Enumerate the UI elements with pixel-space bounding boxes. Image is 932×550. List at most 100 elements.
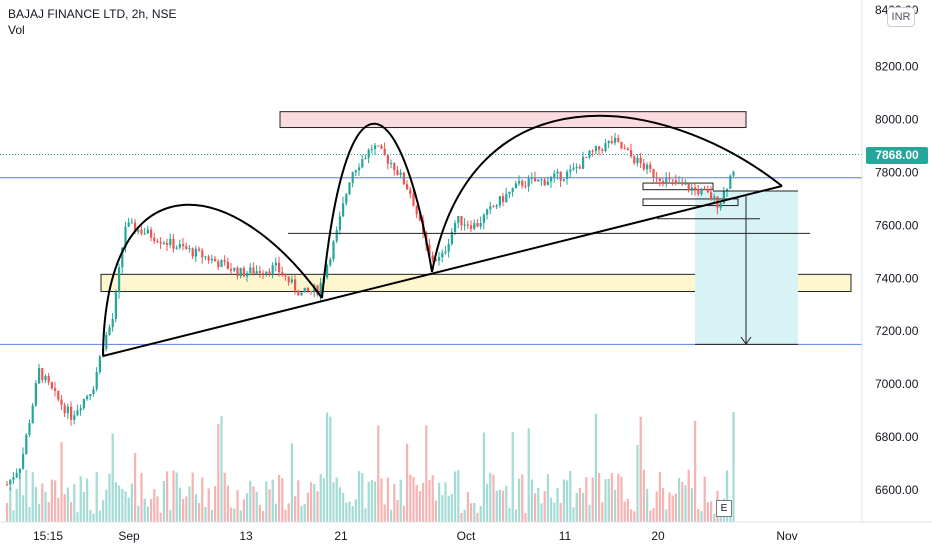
candle-body bbox=[479, 222, 482, 227]
candle-body bbox=[684, 183, 687, 185]
volume-bar bbox=[342, 492, 345, 522]
candle-body bbox=[646, 164, 649, 170]
candle-body bbox=[178, 244, 181, 248]
volume-bar bbox=[175, 472, 178, 522]
volume-bar bbox=[406, 443, 409, 522]
volume-bar bbox=[454, 471, 457, 522]
symbol-title[interactable]: BAJAJ FINANCE LTD, 2h, NSE bbox=[8, 7, 177, 21]
volume-bar bbox=[466, 492, 469, 522]
candle-body bbox=[518, 180, 521, 184]
candle-body bbox=[729, 175, 732, 189]
x-tick-label: 20 bbox=[651, 529, 665, 543]
volume-bar bbox=[34, 486, 37, 522]
volume-bar bbox=[15, 488, 18, 522]
volume-bar bbox=[380, 478, 383, 522]
candle-body bbox=[671, 179, 674, 181]
candle-body bbox=[118, 267, 121, 293]
candle-body bbox=[418, 214, 421, 221]
volume-bar bbox=[697, 509, 700, 522]
volume-bar bbox=[12, 510, 15, 522]
candle-body bbox=[406, 184, 409, 190]
volume-bar bbox=[569, 470, 572, 522]
volume-bar bbox=[95, 472, 98, 522]
volume-bar bbox=[313, 484, 316, 522]
volume-bar bbox=[242, 499, 245, 522]
volume-bar bbox=[444, 482, 447, 522]
volume-bar bbox=[511, 431, 514, 522]
candle-body bbox=[204, 256, 207, 258]
volume-bar bbox=[524, 513, 527, 522]
candle-body bbox=[230, 269, 233, 271]
volume-bar bbox=[476, 512, 479, 522]
candle-body bbox=[124, 226, 127, 248]
candle-body bbox=[316, 285, 319, 295]
candle-body bbox=[79, 408, 82, 411]
volume-bar bbox=[265, 481, 268, 522]
volume-bar bbox=[543, 491, 546, 522]
volume-bar bbox=[194, 494, 197, 522]
consolidation-box bbox=[642, 198, 739, 207]
candle-body bbox=[300, 292, 303, 296]
candle-body bbox=[636, 157, 639, 164]
volume-bar bbox=[108, 473, 111, 522]
candle-body bbox=[28, 423, 31, 435]
candle-body bbox=[623, 148, 626, 150]
candle-body bbox=[508, 191, 511, 195]
volume-bar bbox=[22, 495, 25, 522]
candle-body bbox=[697, 189, 700, 195]
left-shoulder-arc bbox=[102, 203, 323, 357]
volume-bar bbox=[172, 470, 175, 522]
volume-bar bbox=[412, 476, 415, 522]
candle-body bbox=[662, 181, 665, 185]
volume-bar bbox=[236, 490, 239, 522]
earnings-marker-icon[interactable]: E bbox=[716, 500, 732, 517]
volume-bar bbox=[482, 432, 485, 522]
currency-badge[interactable]: INR bbox=[887, 7, 915, 27]
candle-body bbox=[137, 229, 140, 232]
volume-bar bbox=[169, 510, 172, 522]
candle-body bbox=[44, 376, 47, 381]
volume-bar bbox=[98, 510, 101, 522]
candle-body bbox=[191, 248, 194, 257]
candle-body bbox=[294, 279, 297, 291]
volume-bar bbox=[486, 483, 489, 522]
candle-body bbox=[223, 260, 226, 262]
candle-body bbox=[678, 182, 681, 184]
candle-body bbox=[194, 248, 197, 257]
candle-body bbox=[450, 232, 453, 244]
volume-bar bbox=[47, 502, 50, 522]
volume-bar bbox=[508, 507, 511, 522]
arrow-head-icon bbox=[740, 336, 752, 345]
candle-body bbox=[169, 238, 172, 246]
volume-bar bbox=[505, 485, 508, 522]
candle-body bbox=[489, 206, 492, 210]
candle-body bbox=[492, 206, 495, 208]
volume-bar bbox=[70, 502, 73, 522]
volume-bar bbox=[732, 411, 735, 522]
volume-bar bbox=[527, 428, 530, 522]
candle-body bbox=[274, 262, 277, 266]
x-tick-label: 11 bbox=[559, 529, 572, 543]
volume-bar bbox=[287, 503, 290, 522]
candle-body bbox=[25, 434, 28, 454]
volume-bar bbox=[150, 499, 153, 522]
candle-body bbox=[361, 159, 364, 168]
volume-bar bbox=[377, 425, 380, 522]
volume-bar bbox=[514, 509, 517, 522]
chart-header: BAJAJ FINANCE LTD, 2h, NSE Vol bbox=[8, 6, 177, 38]
candle-body bbox=[594, 146, 597, 152]
volume-indicator-label[interactable]: Vol bbox=[8, 23, 25, 37]
candle-body bbox=[281, 272, 284, 276]
candle-body bbox=[578, 166, 581, 169]
volume-bar bbox=[239, 510, 242, 522]
y-tick-label: 7200.00 bbox=[875, 324, 919, 338]
volume-bar bbox=[210, 509, 213, 522]
volume-bar bbox=[706, 502, 709, 522]
volume-bar bbox=[636, 444, 639, 522]
volume-bar bbox=[607, 479, 610, 522]
candle-body bbox=[226, 261, 229, 270]
candle-body bbox=[393, 163, 396, 171]
candle-body bbox=[233, 267, 236, 271]
volume-bar bbox=[6, 503, 9, 522]
